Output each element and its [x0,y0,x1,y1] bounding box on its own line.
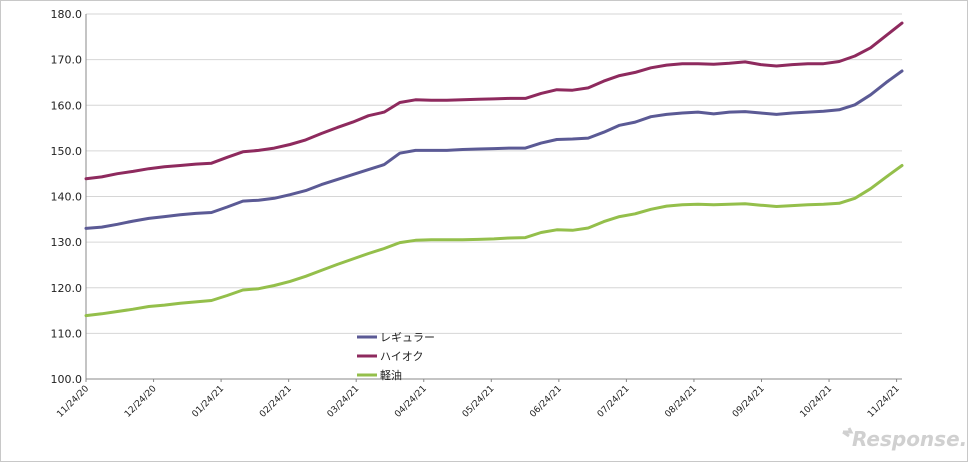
y-tick-label: 160.0 [51,99,83,112]
x-tick-label: 05/24/21 [461,384,497,420]
series-line-0 [84,69,904,230]
x-tick-label: 03/24/21 [326,384,362,420]
legend-label: レギュラー [380,331,435,344]
series-lines [84,21,904,318]
y-tick-label: 150.0 [51,145,83,158]
x-tick-label: 01/24/21 [191,384,227,420]
y-tick-label: 100.0 [51,373,83,386]
x-tick-label: 10/24/21 [799,384,835,420]
x-tick-label: 12/24/20 [123,384,159,420]
x-tick-label: 07/24/21 [596,384,632,420]
gridlines [86,13,902,380]
brand-text: Response. [852,427,967,451]
x-tick-label: 06/24/21 [528,384,564,420]
legend-label: ハイオク [380,350,424,363]
y-tick-label: 180.0 [51,8,83,21]
x-tick-label: 11/24/21 [866,384,902,420]
legend-label: 軽油 [380,368,402,382]
series-line-1 [84,21,904,181]
series-line-2 [84,164,904,318]
y-tick-label: 140.0 [51,191,83,204]
x-tick-label: 11/24/20 [55,384,91,420]
x-tick-label: 09/24/21 [731,384,767,420]
y-tick-label: 170.0 [51,54,83,67]
response-logo: Response. [842,427,967,451]
y-tick-label: 110.0 [51,327,83,340]
logo-arrow-icon [842,427,854,438]
x-tick-label: 08/24/21 [663,384,699,420]
y-tick-label: 120.0 [51,282,83,295]
x-tick-label: 02/24/21 [258,384,294,420]
x-tick-label: 04/24/21 [393,384,429,420]
y-tick-label: 130.0 [51,236,83,249]
